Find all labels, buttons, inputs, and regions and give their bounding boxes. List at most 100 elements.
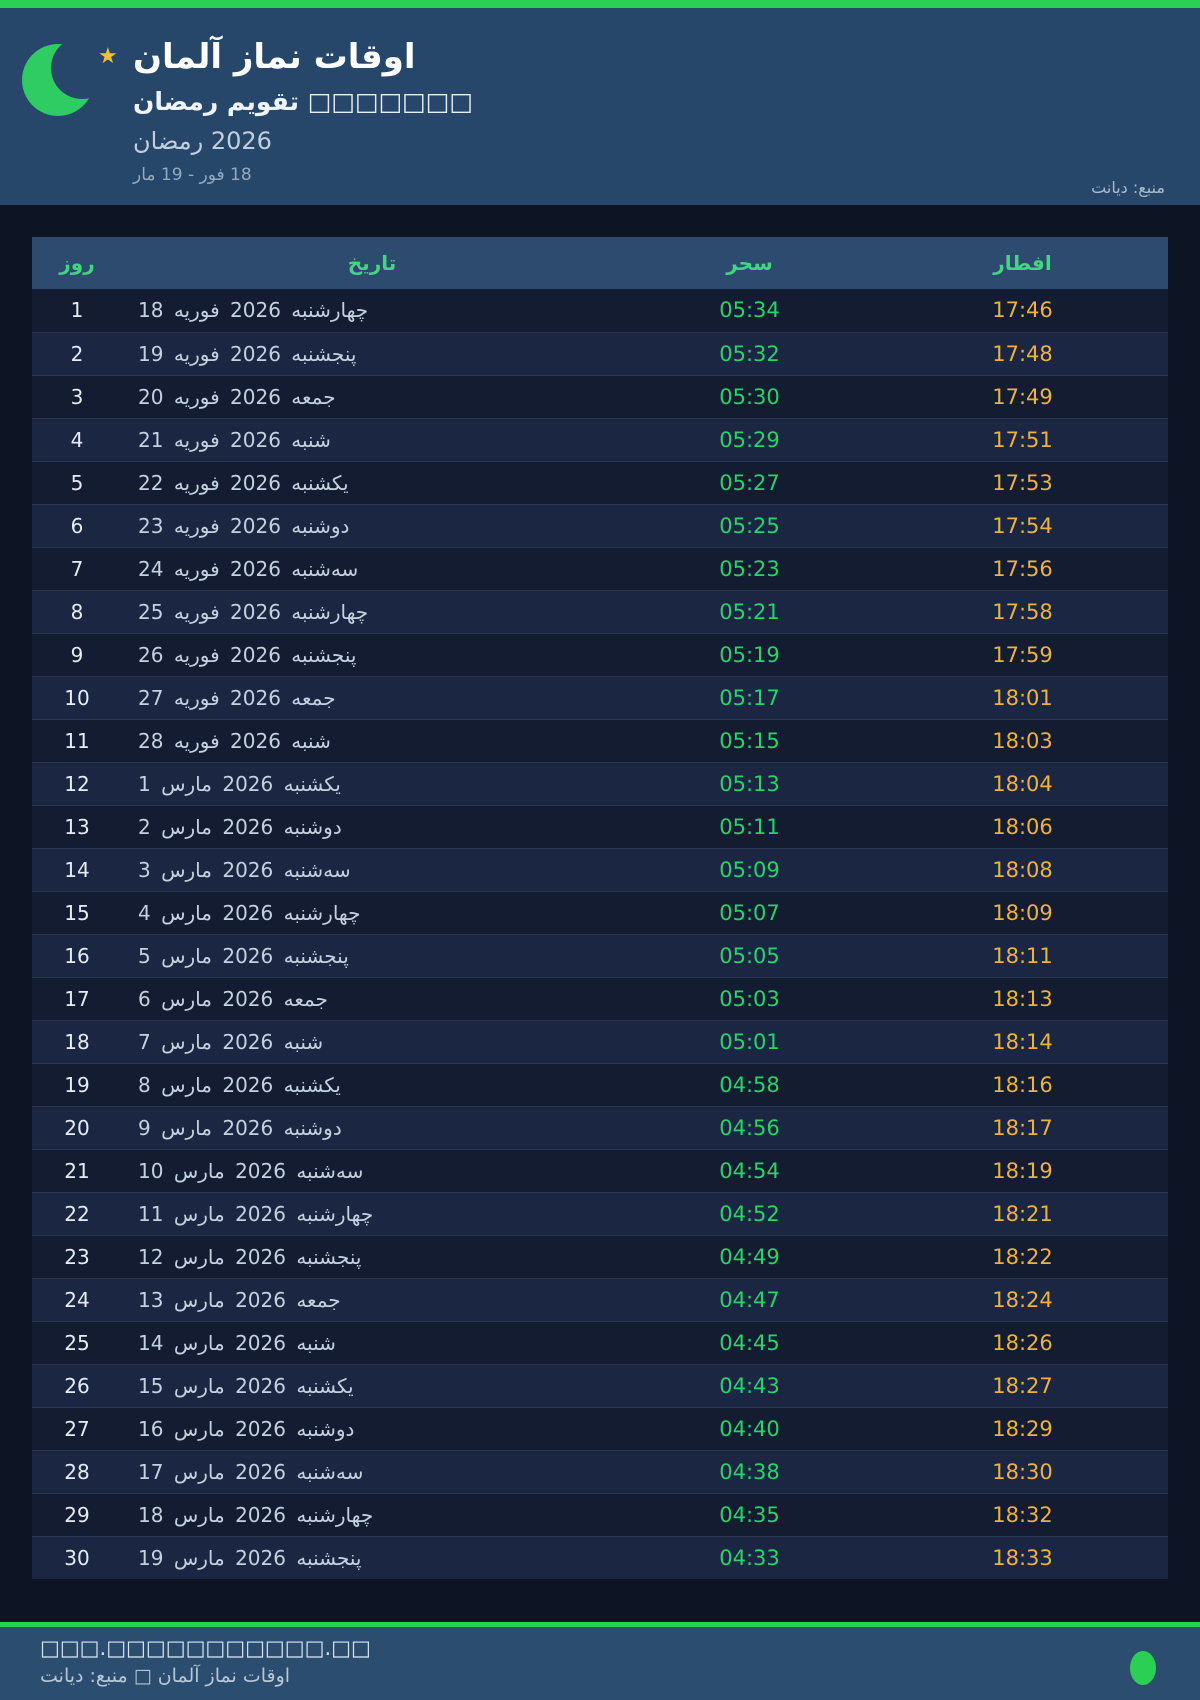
day-number-cell: 1 [70, 298, 84, 323]
table-header-row: روز تاریخ سحر افطار [32, 237, 1168, 289]
top-accent-bar [0, 0, 1200, 8]
date-cell: 2 مارس 2026 دوشنبه [122, 805, 622, 848]
date-year: 2026 [230, 298, 281, 323]
green-dot-icon [1130, 1651, 1156, 1685]
date-cell: 25 فوریه 2026 چهارشنبه [122, 590, 622, 633]
date-day: 26 [138, 642, 164, 667]
suhoor-time-cell: 04:49 [719, 1244, 780, 1269]
date-cell: 9 مارس 2026 دوشنبه [122, 1106, 622, 1149]
day-number-cell: 22 [64, 1201, 90, 1226]
day-number-cell: 18 [64, 1029, 90, 1054]
date-month: فوریه [173, 599, 220, 624]
page-subtitle: تقویم رمضان □□□□□□□ [133, 87, 473, 116]
footer-website-missing-glyphs: □□□.□□□□□□□□□□□.□□ [40, 1636, 371, 1660]
footer-accent-bar [0, 1622, 1200, 1627]
day-number-cell: 15 [64, 900, 90, 925]
suhoor-time-cell: 05:15 [719, 728, 780, 753]
date-day: 1 [138, 771, 151, 796]
star-icon: ★ [98, 44, 118, 69]
date-cell: 5 مارس 2026 پنجشنبه [122, 934, 622, 977]
day-number-cell: 9 [70, 642, 84, 667]
date-day: 27 [138, 685, 164, 710]
suhoor-time-cell: 05:09 [719, 857, 780, 882]
source-note: منبع: دیانت [1091, 178, 1165, 197]
date-day: 17 [138, 1459, 164, 1484]
date-month: مارس [161, 814, 212, 839]
date-month: مارس [173, 1201, 225, 1226]
date-day: 3 [138, 857, 151, 882]
iftar-time-cell: 18:29 [992, 1416, 1053, 1441]
date-day: 11 [138, 1201, 164, 1226]
date-cell: 17 مارس 2026 سه‌شنبه [122, 1450, 622, 1493]
date-month: فوریه [173, 513, 220, 538]
date-weekday: پنجشنبه [291, 642, 357, 667]
suhoor-time-cell: 04:52 [719, 1201, 780, 1226]
date-month: مارس [161, 1115, 212, 1140]
iftar-time-cell: 18:08 [992, 857, 1053, 882]
date-day: 16 [138, 1416, 164, 1441]
table-row: 16 5 مارس 2026 پنجشنبه 05:05 18:11 [32, 934, 1168, 977]
iftar-time-cell: 18:21 [992, 1201, 1053, 1226]
date-day: 23 [138, 513, 164, 538]
day-number-cell: 26 [64, 1373, 90, 1398]
date-year: 2026 [235, 1244, 286, 1269]
suhoor-time-cell: 04:43 [719, 1373, 780, 1398]
date-year: 2026 [230, 470, 281, 495]
day-number-cell: 13 [64, 814, 90, 839]
suhoor-time-cell: 05:21 [719, 599, 780, 624]
iftar-time-cell: 17:54 [992, 513, 1053, 538]
date-year: 2026 [230, 642, 281, 667]
date-month: فوریه [173, 728, 220, 753]
iftar-time-cell: 17:48 [992, 341, 1053, 366]
date-weekday: سه‌شنبه [296, 1158, 364, 1183]
date-cell: 11 مارس 2026 چهارشنبه [122, 1192, 622, 1235]
subtitle-missing-glyphs: □□□□□□□ [307, 87, 474, 117]
day-number-cell: 14 [64, 857, 90, 882]
table-row: 4 21 فوریه 2026 شنبه 05:29 17:51 [32, 418, 1168, 461]
table-row: 18 7 مارس 2026 شنبه 05:01 18:14 [32, 1020, 1168, 1063]
iftar-time-cell: 18:09 [992, 900, 1053, 925]
date-weekday: سه‌شنبه [296, 1459, 364, 1484]
day-number-cell: 8 [70, 599, 84, 624]
table-row: 27 16 مارس 2026 دوشنبه 04:40 18:29 [32, 1407, 1168, 1450]
column-header-iftar: افطار [877, 237, 1168, 289]
date-weekday: جمعه [296, 1287, 341, 1312]
column-header-date: تاریخ [122, 237, 622, 289]
iftar-time-cell: 18:11 [992, 943, 1053, 968]
table-row: 8 25 فوریه 2026 چهارشنبه 05:21 17:58 [32, 590, 1168, 633]
date-cell: 7 مارس 2026 شنبه [122, 1020, 622, 1063]
suhoor-time-cell: 04:56 [719, 1115, 780, 1140]
iftar-time-cell: 18:32 [992, 1502, 1053, 1527]
date-year: 2026 [235, 1416, 286, 1441]
date-month: مارس [173, 1244, 225, 1269]
date-cell: 23 فوریه 2026 دوشنبه [122, 504, 622, 547]
iftar-time-cell: 18:17 [992, 1115, 1053, 1140]
date-month: فوریه [173, 384, 220, 409]
date-month: مارس [161, 771, 212, 796]
date-year: 2026 [235, 1201, 286, 1226]
subtitle-calendar-label: تقویم رمضان [133, 87, 299, 117]
date-day: 9 [138, 1115, 151, 1140]
table-row: 23 12 مارس 2026 پنجشنبه 04:49 18:22 [32, 1235, 1168, 1278]
suhoor-time-cell: 04:45 [719, 1330, 780, 1355]
suhoor-time-cell: 04:33 [719, 1545, 780, 1570]
date-weekday: یکشنبه [291, 470, 349, 495]
day-number-cell: 25 [64, 1330, 90, 1355]
column-header-suhoor: سحر [622, 237, 877, 289]
date-weekday: چهارشنبه [296, 1502, 374, 1527]
month-label: رمضان [133, 127, 204, 156]
date-year: 2026 [222, 1072, 274, 1097]
day-number-cell: 17 [64, 986, 90, 1011]
date-day: 4 [138, 900, 151, 925]
suhoor-time-cell: 05:25 [719, 513, 780, 538]
date-month: مارس [161, 900, 212, 925]
date-year: 2026 [230, 685, 281, 710]
day-number-cell: 4 [70, 427, 84, 452]
date-day: 21 [138, 427, 164, 452]
date-cell: 6 مارس 2026 جمعه [122, 977, 622, 1020]
date-year: 2026 [230, 728, 281, 753]
date-day: 12 [138, 1244, 164, 1269]
date-cell: 19 مارس 2026 پنجشنبه [122, 1536, 622, 1579]
table-row: 12 1 مارس 2026 یکشنبه 05:13 18:04 [32, 762, 1168, 805]
day-number-cell: 19 [64, 1072, 90, 1097]
